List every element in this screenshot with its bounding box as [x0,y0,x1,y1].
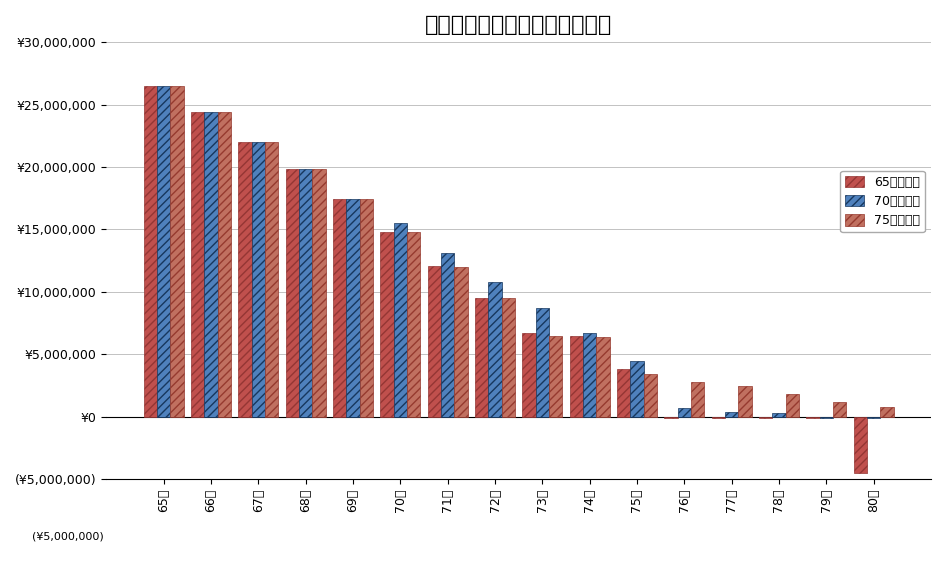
Bar [677,408,691,417]
Bar [475,298,488,417]
Bar [806,417,819,418]
Bar [299,169,312,417]
Bar [867,417,881,418]
Legend: 65歳で受給, 70歳で受給, 75歳で受給: 65歳で受給, 70歳で受給, 75歳で受給 [840,171,925,232]
Bar [286,169,299,417]
Bar [204,112,218,417]
Bar [569,336,583,417]
Bar [772,413,785,417]
Bar [359,199,373,417]
Bar [583,333,596,417]
Bar [428,266,441,417]
Bar [881,407,894,417]
Bar [759,417,772,418]
Bar [832,402,846,417]
Bar [522,333,535,417]
Bar [312,169,325,417]
Bar [738,386,751,417]
Bar [819,417,832,418]
Bar [643,374,657,417]
Title: 年金額の違いによる資産の変化: 年金額の違いによる資産の変化 [425,15,612,35]
Bar [380,232,394,417]
Bar [170,86,184,417]
Bar [346,199,359,417]
Bar [191,112,204,417]
Bar [333,199,346,417]
Bar [617,369,630,417]
Bar [394,223,407,417]
Bar [488,282,501,417]
Bar [252,142,265,417]
Bar [265,142,278,417]
Bar [157,86,170,417]
Bar [549,336,562,417]
Bar [596,337,609,417]
Bar [407,232,420,417]
Bar [853,417,867,473]
Bar [501,298,515,417]
Bar [238,142,252,417]
Bar [218,112,231,417]
Bar [785,394,798,417]
Bar [691,382,704,417]
Bar [144,86,157,417]
Text: (¥5,000,000): (¥5,000,000) [32,532,104,542]
Bar [630,361,643,417]
Bar [535,308,549,417]
Bar [441,253,454,417]
Bar [711,417,725,418]
Bar [664,417,677,418]
Bar [725,412,738,417]
Bar [454,267,467,417]
